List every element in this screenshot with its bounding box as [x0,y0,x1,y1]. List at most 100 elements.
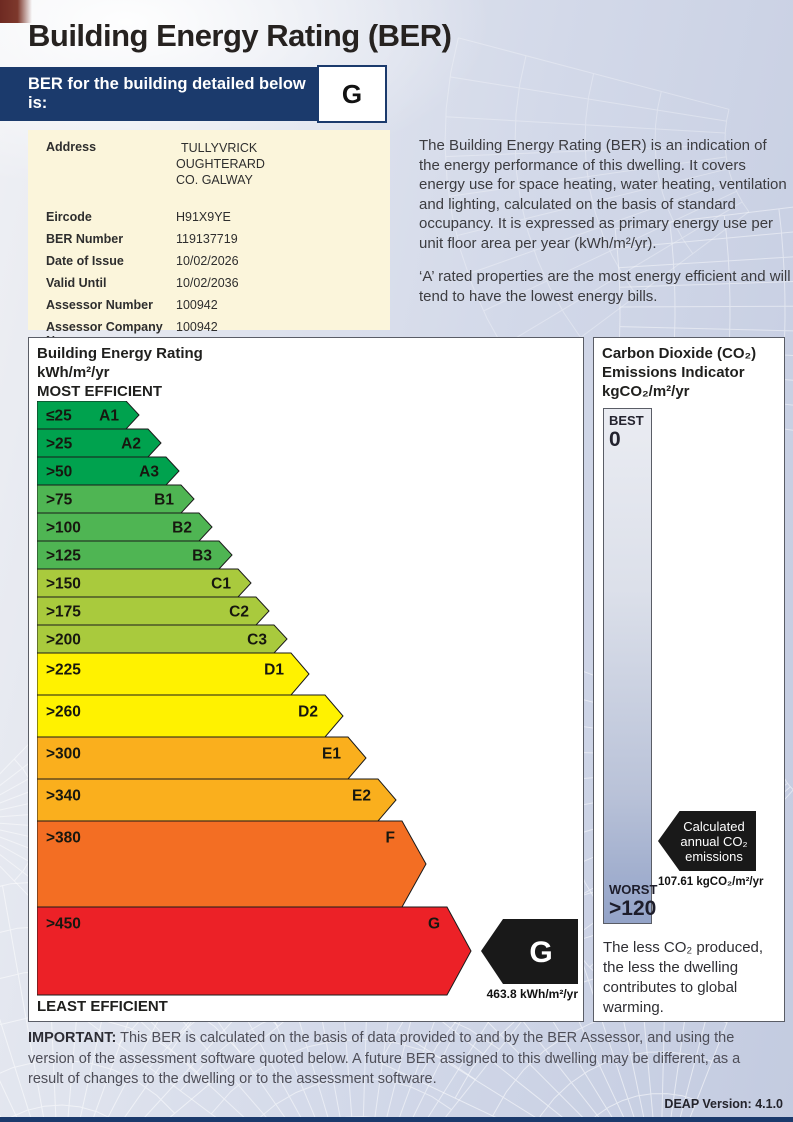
detail-value: 119137719 [176,232,238,246]
co2-best: BEST 0 [609,413,644,452]
band-class-A2: A2 [121,436,141,453]
band-range-C3: >200 [46,632,81,649]
chart-title: Building Energy Rating [37,345,203,362]
bottom-navy-strip [0,1117,793,1122]
co2-title-line3: kgCO₂/m²/yr [602,383,690,400]
ber-banner: BER for the building detailed below is: [0,67,317,121]
band-B1 [37,484,195,514]
band-A1 [37,401,140,430]
dwelling-details-panel: Address TULLYVRICK OUGHTERARD CO. GALWAY E… [28,130,390,348]
ber-explanation-paragraph-2: ‘A’ rated properties are the most energy… [419,268,791,305]
band-class-A1: A1 [99,408,119,425]
band-class-F: F [386,830,395,847]
detail-value: 10/02/2026 [176,254,239,268]
address-label: Address [46,140,97,154]
band-range-D1: >225 [46,662,81,679]
detail-value: 10/02/2036 [176,276,239,290]
ber-explanation: The Building Energy Rating (BER) is an i… [419,136,791,320]
band-range-A2: >25 [46,436,73,453]
band-range-E1: >300 [46,746,81,763]
co2-title-line2: Emissions Indicator [602,364,745,381]
address-line: OUGHTERARD [176,157,265,171]
band-class-A3: A3 [139,464,159,481]
co2-result-value: 107.61 kgCO₂/m²/yr [658,876,764,888]
ber-rating-box: G [317,65,387,123]
co2-worst-label: WORST [609,882,658,897]
band-C3 [37,624,288,654]
band-class-B1: B1 [154,492,174,509]
co2-best-value: 0 [609,428,621,451]
rating-pointer-icon [481,919,578,984]
ber-rating-value: G [341,78,363,109]
band-E2 [37,778,397,822]
address-line: TULLYVRICK [181,141,258,155]
important-notice: IMPORTANT: This BER is calculated on the… [28,1028,776,1090]
band-A3 [37,456,180,486]
detail-value: 100942 [176,320,218,334]
details-fields: Eircode H91X9YE BER Number 119137719 Date of… [46,210,390,348]
address-row: Address TULLYVRICK OUGHTERARD CO. GALWAY [46,140,390,188]
band-range-A1: ≤25 [46,408,72,425]
watermark-mesh [444,37,750,380]
detail-row: BER Number 119137719 [46,232,390,246]
band-class-C2: C2 [229,604,249,621]
co2-header: Carbon Dioxide (CO₂) Emissions Indicator… [602,344,756,401]
band-range-F: >380 [46,830,81,847]
important-label: IMPORTANT: [28,1030,117,1046]
address-lines: TULLYVRICK OUGHTERARD CO. GALWAY [176,140,265,188]
band-range-E2: >340 [46,788,81,805]
detail-row: Assessor Number 100942 [46,298,390,312]
band-D1 [37,652,310,696]
co2-worst: WORST >120 [609,882,657,920]
band-range-C1: >150 [46,576,81,593]
energy-rating-chart-panel: Building Energy Rating kWh/m²/yr MOST EF… [28,337,584,1022]
detail-label: Assessor Number [46,298,153,312]
band-class-B2: B2 [172,520,192,537]
co2-worst-value: >120 [609,897,657,920]
band-C1 [37,568,252,598]
band-F [37,820,427,908]
co2-pointer-line: Calculated [683,818,745,834]
deap-version: DEAP Version: 4.1.0 [664,1097,783,1111]
detail-label: Valid Until [46,276,107,290]
band-class-G: G [428,916,440,933]
band-class-E1: E1 [322,746,341,763]
detail-label: Eircode [46,210,92,224]
address-line: CO. GALWAY [176,173,253,187]
band-class-B3: B3 [192,548,212,565]
detail-value: H91X9YE [176,210,231,224]
co2-indicator-panel: Carbon Dioxide (CO₂) Emissions Indicator… [593,337,785,1022]
page-title: Building Energy Rating (BER) [28,18,452,53]
band-range-D2: >260 [46,704,81,721]
band-A2 [37,428,162,458]
band-range-G: >450 [46,916,81,933]
chart-header: Building Energy Rating kWh/m²/yr MOST EF… [37,344,203,401]
band-class-C3: C3 [247,632,267,649]
rating-result-value: 463.8 kWh/m²/yr [487,987,579,1001]
co2-pointer-icon: Calculated annual CO₂ emissions [658,811,756,871]
band-E1 [37,736,367,780]
co2-scale-bar: BEST 0 WORST >120 [603,408,657,924]
chart-least-efficient-label: LEAST EFFICIENT [37,998,168,1015]
ber-explanation-paragraph-1: The Building Energy Rating (BER) is an i… [419,137,787,252]
co2-pointer-line: emissions [685,848,743,864]
co2-best-label: BEST [609,413,644,428]
band-B3 [37,540,233,570]
band-class-D2: D2 [298,704,318,721]
detail-label: Date of Issue [46,254,124,268]
band-range-A3: >50 [46,464,72,481]
co2-footnote: The less CO₂ produced, the less the dwel… [603,939,764,1016]
detail-row: Eircode H91X9YE [46,210,390,224]
band-range-C2: >175 [46,604,81,621]
detail-row: Valid Until 10/02/2036 [46,276,390,290]
chart-unit: kWh/m²/yr [37,364,110,381]
detail-row: Date of Issue 10/02/2026 [46,254,390,268]
band-G [37,906,472,996]
band-class-E2: E2 [352,788,371,805]
corner-photo-fragment [0,0,32,23]
rating-pointer-class: G [529,936,552,969]
detail-label: BER Number [46,232,124,246]
ber-banner-label: BER for the building detailed below is: [28,75,306,112]
band-range-B2: >100 [46,520,81,537]
